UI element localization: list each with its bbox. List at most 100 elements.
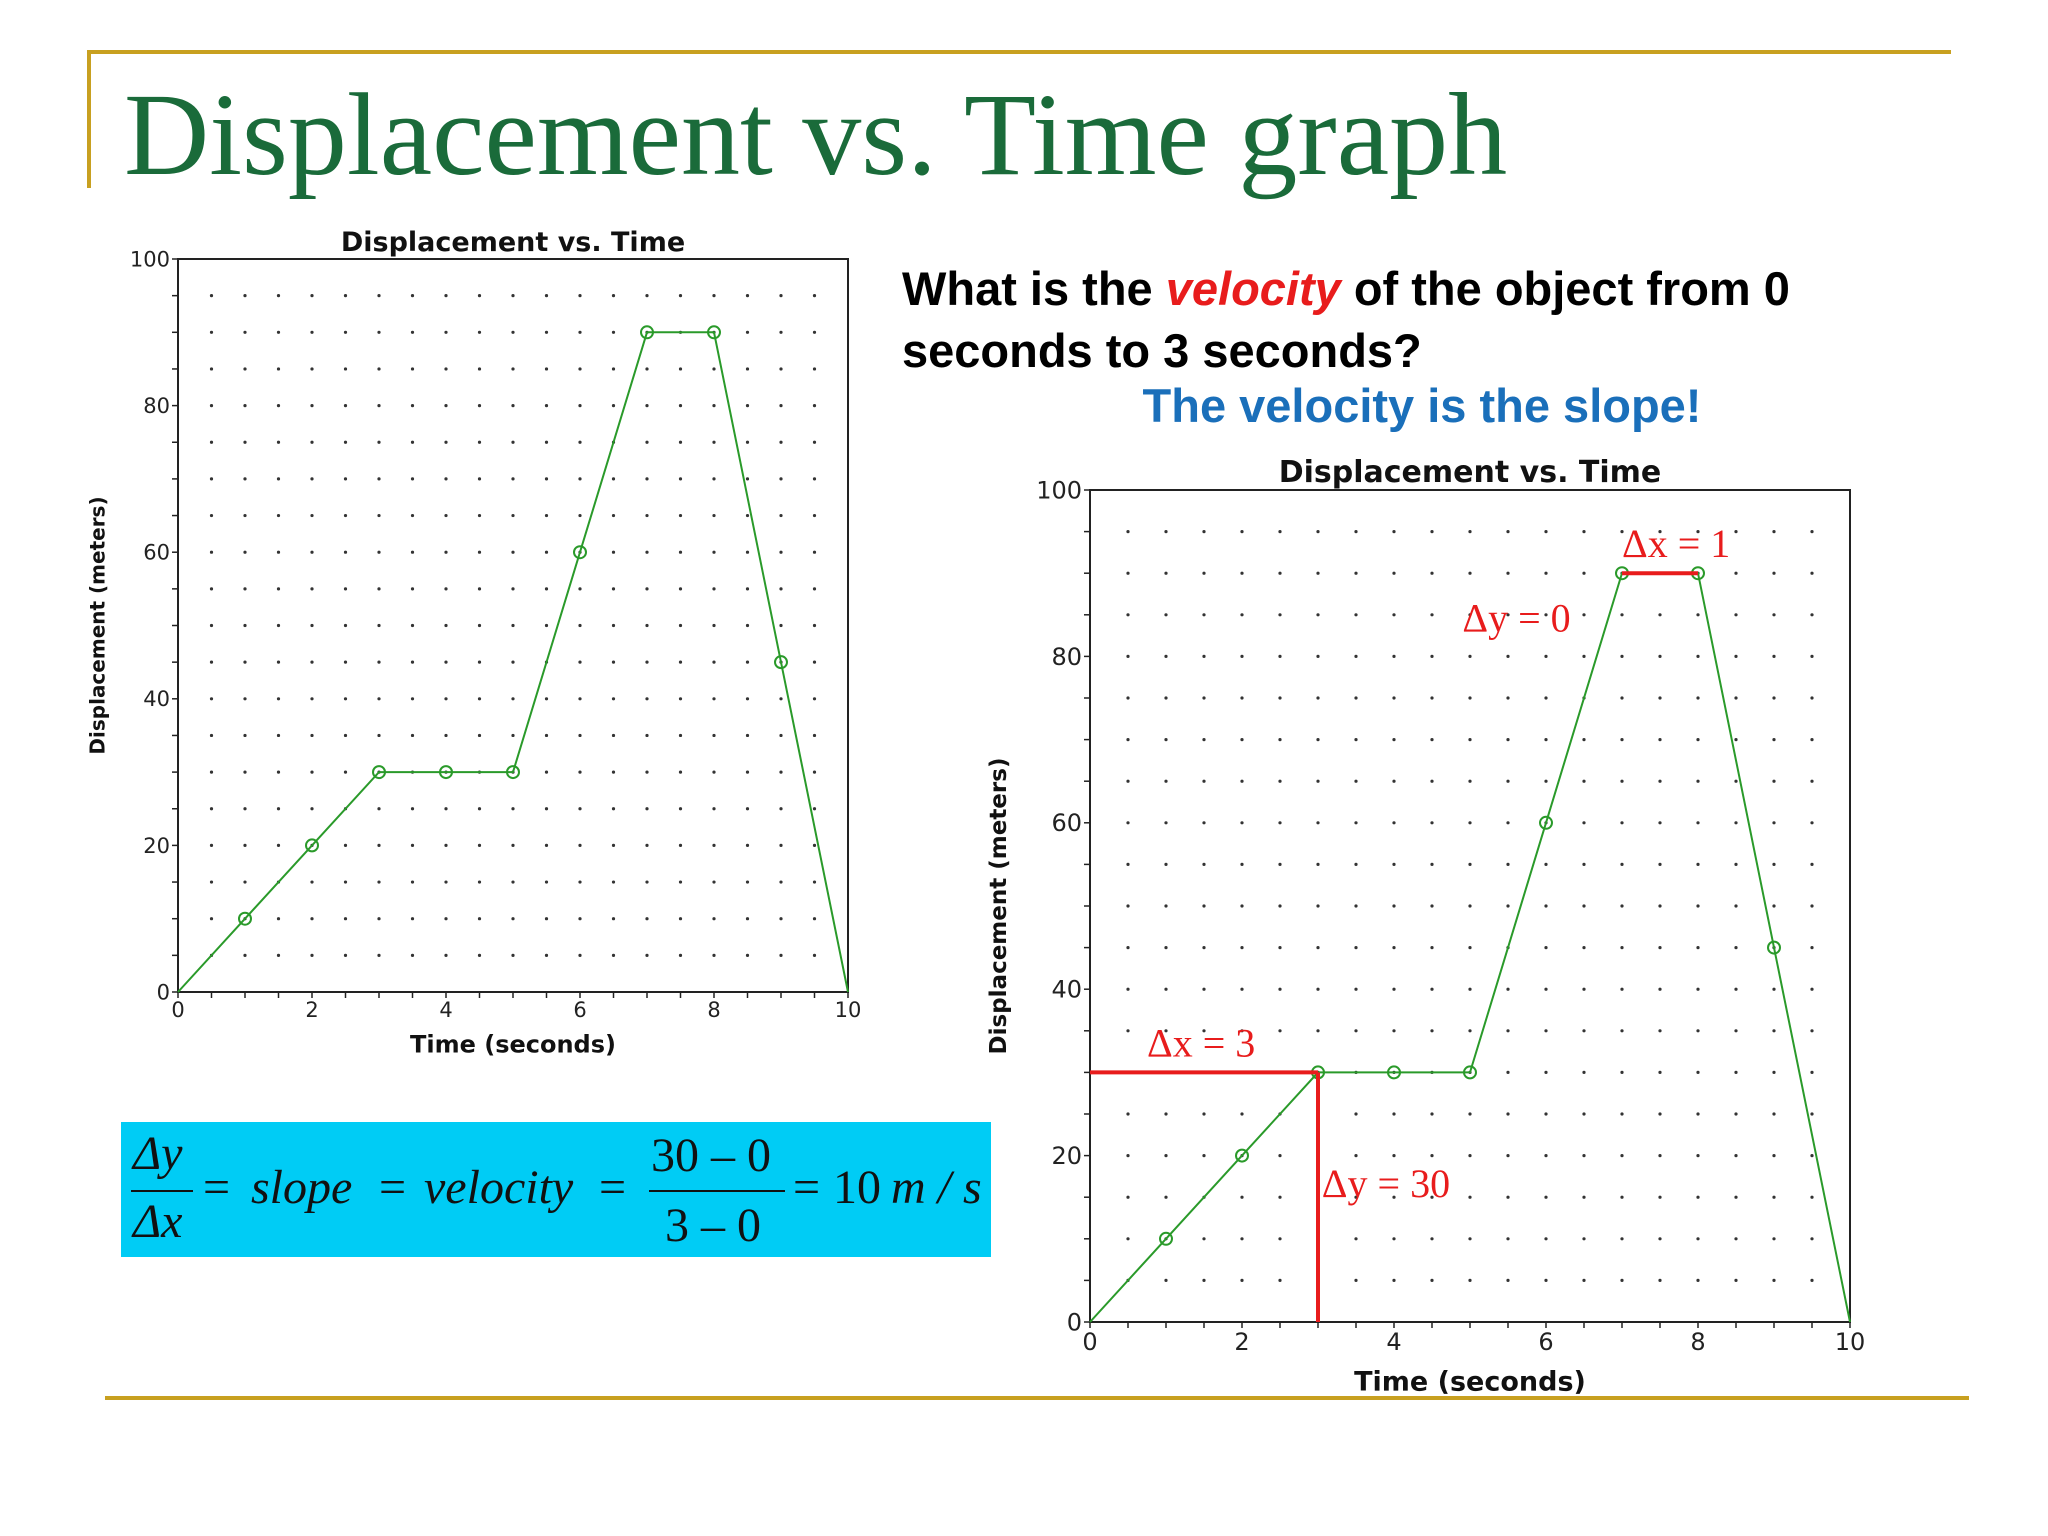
- chart-right-grid-dot: [1620, 1112, 1624, 1116]
- chart-right-grid-dot: [1202, 738, 1206, 742]
- chart-left-grid-dot: [678, 953, 683, 957]
- chart-left-grid-dot: [444, 733, 448, 738]
- chart-right-grid-dot: [1810, 821, 1814, 825]
- chart-left-grid-dot: [444, 587, 448, 591]
- chart-right-grid-dot: [1430, 738, 1434, 742]
- chart-right-grid-dot: [1734, 613, 1738, 617]
- chart-right-grid-dot: [1278, 696, 1282, 700]
- chart-left-grid-dot: [779, 733, 783, 738]
- chart-right-grid-dot: [1278, 987, 1282, 991]
- chart-left-grid-dot: [444, 294, 448, 298]
- chart-left-grid-dot: [544, 733, 549, 738]
- chart-left-grid-dot: [310, 807, 314, 811]
- chart-right-grid-dot: [1734, 946, 1738, 950]
- chart-right-grid-dot: [1164, 987, 1168, 991]
- chart-right-grid-dot: [1468, 821, 1472, 825]
- chart-right-grid-dot: [1620, 946, 1624, 950]
- chart-right-grid-dot: [1430, 1237, 1434, 1241]
- chart-left-grid-dot: [812, 880, 817, 884]
- chart-left-grid-dot: [578, 917, 582, 921]
- chart-left-grid-dot: [678, 587, 683, 591]
- chart-right-grid-dot: [1278, 571, 1282, 575]
- chart-right-y-tick-label: 80: [1051, 643, 1082, 671]
- chart-left-grid-dot: [444, 843, 448, 848]
- chart-right-grid-dot: [1506, 821, 1510, 825]
- chart-left-grid-dot: [209, 440, 214, 444]
- bottom-rule: [105, 1396, 1969, 1400]
- chart-left-grid-dot: [645, 477, 649, 481]
- chart-left-grid-dot: [578, 770, 582, 774]
- chart-right-grid-dot: [1658, 862, 1662, 867]
- chart-right-grid-dot: [1734, 1112, 1738, 1116]
- chart-right-grid-dot: [1392, 1237, 1396, 1241]
- chart-left-grid-dot: [243, 623, 247, 628]
- chart-left-grid-dot: [544, 440, 549, 444]
- chart-left-grid-dot: [477, 697, 482, 701]
- chart-right-grid-dot: [1430, 779, 1434, 783]
- chart-left-grid-dot: [779, 807, 783, 811]
- chart-right-grid-dot: [1658, 613, 1662, 617]
- chart-left-grid-dot: [209, 880, 214, 884]
- chart-right-grid-dot: [1582, 530, 1586, 534]
- chart-left-grid-dot: [745, 660, 750, 664]
- chart-left-grid-dot: [578, 843, 582, 848]
- chart-right-grid-dot: [1316, 1029, 1320, 1033]
- chart-left-grid-dot: [477, 404, 482, 408]
- delta-y-30-label: Δy = 30: [1322, 1161, 1450, 1206]
- chart-left-grid-dot: [645, 733, 649, 738]
- chart-left-grid-dot: [779, 550, 783, 554]
- chart-left-grid-dot: [276, 587, 281, 591]
- chart-right-grid-dot: [1734, 571, 1738, 575]
- chart-left-grid-dot: [712, 880, 716, 884]
- chart-right-grid-dot: [1734, 987, 1738, 991]
- chart-left-grid-dot: [377, 917, 381, 921]
- chart-left-grid-dot: [444, 513, 448, 518]
- chart-right-grid-dot: [1316, 821, 1320, 825]
- chart-right-data-point: [1387, 1065, 1401, 1080]
- chart-right-grid-dot: [1126, 1154, 1130, 1158]
- chart-left-grid-dot: [544, 623, 549, 628]
- chart-right-grid-dot: [1620, 821, 1624, 825]
- chart-left-grid-dot: [544, 404, 549, 408]
- chart-left-grid-dot: [410, 623, 415, 628]
- chart-left-grid-dot: [578, 953, 582, 957]
- chart-right-grid-dot: [1430, 1112, 1434, 1116]
- chart-left-grid-dot: [779, 953, 783, 957]
- chart-left-grid-dot: [745, 587, 750, 591]
- chart-right-grid-dot: [1506, 571, 1510, 575]
- delta-x-3-label: Δx = 3: [1147, 1020, 1255, 1065]
- chart-left-grid-dot: [310, 404, 314, 408]
- chart-left-grid-dot: [611, 917, 616, 921]
- chart-right-grid-dot: [1544, 946, 1548, 950]
- chart-right-grid-dot: [1544, 1154, 1548, 1158]
- chart-left-grid-dot: [477, 660, 482, 664]
- chart-left-y-tick-label: 60: [143, 541, 170, 565]
- chart-left-grid-dot: [243, 367, 247, 371]
- chart-left-grid-dot: [578, 330, 582, 334]
- chart-left-grid-dot: [712, 477, 716, 481]
- chart-left-x-axis-label: Time (seconds): [410, 1031, 616, 1059]
- chart-right-grid-dot: [1126, 1237, 1130, 1241]
- chart-left-grid-dot: [812, 770, 817, 774]
- chart-right-grid-dot: [1696, 779, 1700, 783]
- chart-right-grid-dot: [1468, 1154, 1472, 1158]
- chart-left-data-point: [372, 765, 386, 780]
- chart-right-grid-dot: [1126, 1112, 1130, 1116]
- chart-left-grid-dot: [477, 917, 482, 921]
- chart-right-grid-dot: [1354, 904, 1358, 908]
- chart-right-series-line: [1089, 572, 1851, 1323]
- chart-left-data-point: [640, 325, 654, 340]
- chart-left-grid-dot: [645, 953, 649, 957]
- chart-right-grid-dot: [1582, 862, 1586, 867]
- chart-right-grid-dot: [1582, 1278, 1586, 1282]
- chart-left-grid-dot: [511, 550, 515, 554]
- chart-left-grid-dot: [310, 367, 314, 371]
- chart-left-grid-dot: [812, 697, 817, 701]
- chart-right-grid-dot: [1164, 946, 1168, 950]
- chart-left-grid-dot: [209, 404, 214, 408]
- chart-left-grid-dot: [745, 367, 750, 371]
- chart-left-grid-dot: [779, 367, 783, 371]
- chart-right-grid-dot: [1734, 530, 1738, 534]
- chart-right-grid-dot: [1582, 654, 1586, 659]
- chart-left-grid-dot: [310, 513, 314, 518]
